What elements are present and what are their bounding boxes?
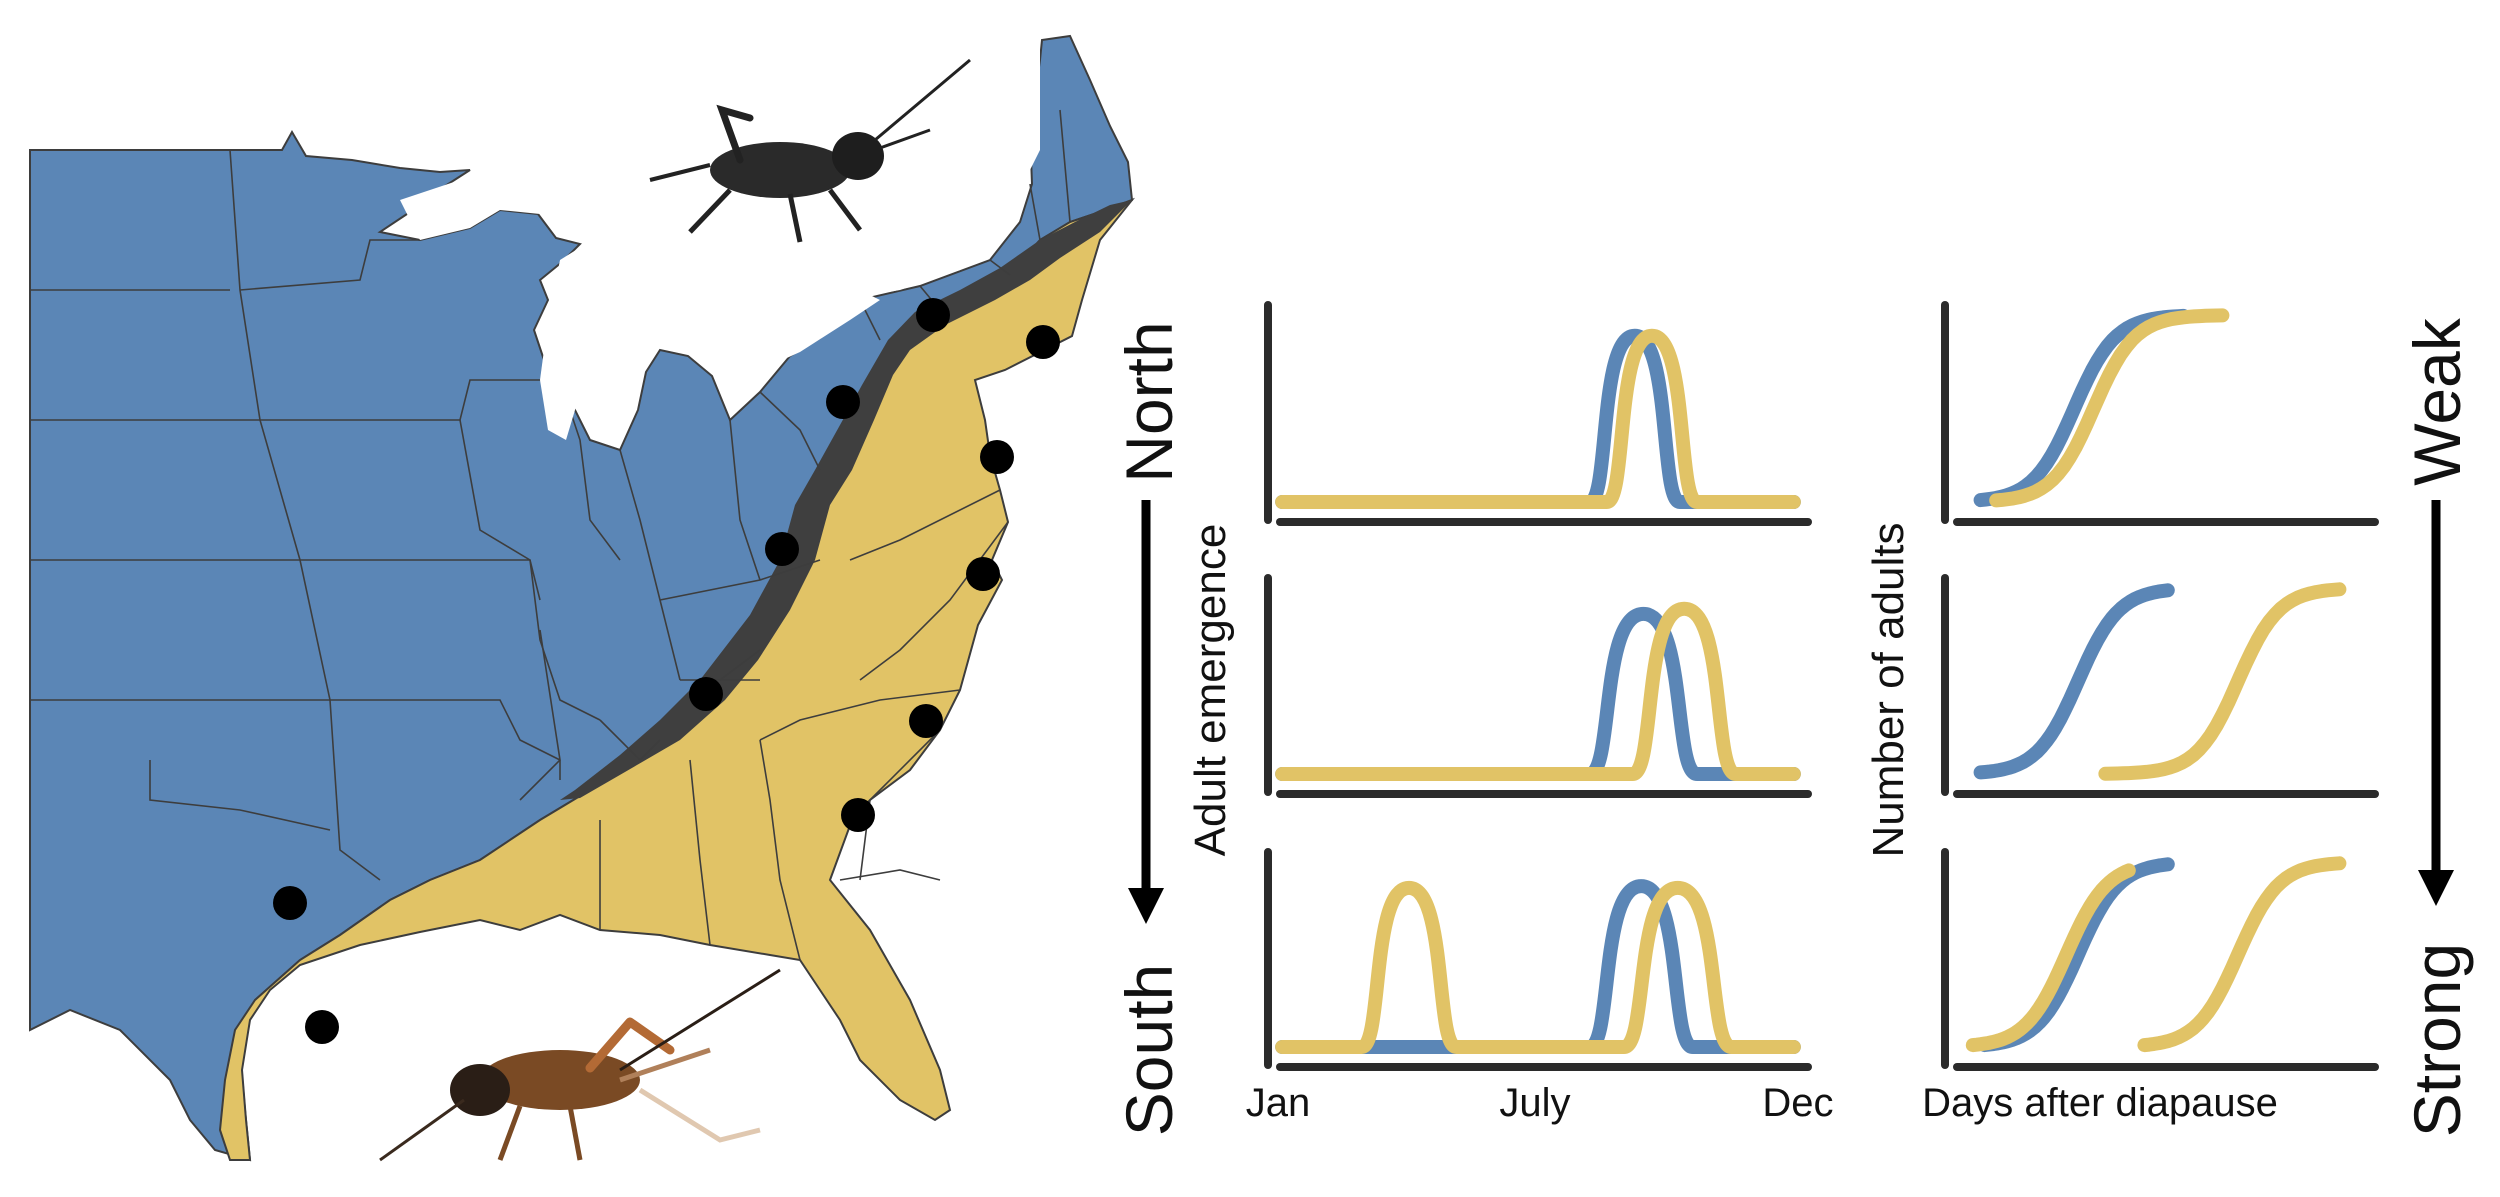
xtick-jan: Jan (1246, 1081, 1311, 1125)
emergence-panel-north (1264, 301, 1812, 526)
diapause-panel-middle (1941, 574, 2379, 798)
diapause-curve-north-species (1973, 583, 2175, 780)
emergence-curve-south-species (1275, 880, 1801, 1054)
diapause-curve-south-species (1965, 863, 2136, 1053)
diapause-curve-north-species (1977, 857, 2175, 1053)
great-lakes (400, 140, 610, 240)
diapause-curve-south-species (2137, 856, 2347, 1053)
diapause-chart: Number of adults Days after diapause (1864, 301, 2379, 1125)
site-marker (273, 886, 307, 920)
brown-cricket-icon (379, 968, 781, 1162)
diapause-ylabel: Number of adults (1864, 522, 1913, 857)
xtick-dec: Dec (1762, 1081, 1833, 1125)
emergence-panel-middle (1264, 574, 1812, 798)
adult-emergence-chart: Adult emergence Jan July Dec (1186, 301, 1834, 1125)
diapause-xlabel: Days after diapause (1922, 1081, 2278, 1125)
weak-strong-gradient: Weak Strong (2400, 317, 2474, 1137)
site-marker (689, 677, 723, 711)
south-label: South (1112, 964, 1186, 1136)
north-south-gradient: North South (1112, 321, 1186, 1136)
lake-michigan (540, 250, 590, 440)
xtick-july: July (1499, 1081, 1570, 1125)
site-marker (826, 385, 860, 419)
diapause-panel-weak (1941, 301, 2379, 526)
site-marker (916, 298, 950, 332)
site-marker (909, 704, 943, 738)
us-map (29, 34, 1136, 1162)
emergence-curve-north-species (1275, 879, 1801, 1054)
emergence-ylabel: Adult emergence (1186, 524, 1235, 857)
north-label: North (1112, 321, 1186, 482)
lake-erie-ontario (720, 290, 880, 380)
diapause-curve-south-species (2098, 582, 2347, 781)
diapause-curve-south-species (1989, 308, 2230, 508)
arrow-down-icon (1128, 888, 1164, 924)
emergence-curve-south-species (1275, 601, 1801, 781)
weak-label: Weak (2400, 317, 2474, 486)
emergence-curve-north-species (1275, 328, 1801, 509)
state-borders (30, 109, 1071, 961)
site-marker (841, 798, 875, 832)
emergence-panel-south (1264, 848, 1812, 1071)
site-marker (966, 557, 1000, 591)
site-marker (765, 532, 799, 566)
black-cricket-icon (649, 58, 971, 243)
emergence-curve-south-species (1275, 328, 1801, 509)
emergence-curve-north-species (1275, 606, 1801, 781)
site-marker (1026, 325, 1060, 359)
site-marker (305, 1010, 339, 1044)
diapause-curve-north-species (1973, 308, 2191, 508)
diapause-panel-strong (1941, 848, 2379, 1071)
site-marker (980, 440, 1014, 474)
sampling-sites (273, 298, 1060, 1044)
strong-label: Strong (2400, 943, 2474, 1137)
arrow-down-icon (2418, 870, 2454, 906)
